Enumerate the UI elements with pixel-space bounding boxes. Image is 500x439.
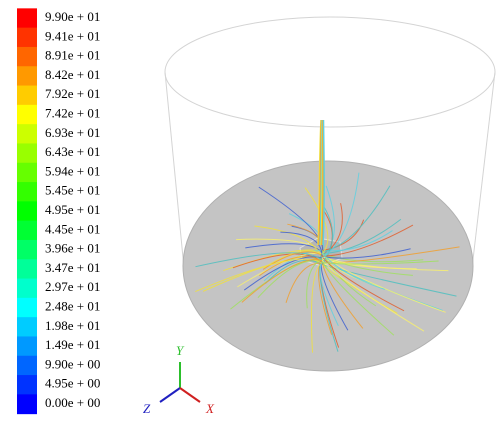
z-axis-label: Z <box>143 401 151 416</box>
legend-label: 3.96e + 01 <box>45 241 100 256</box>
streamline <box>304 187 329 255</box>
legend-swatch <box>17 394 37 415</box>
streamline <box>195 252 323 268</box>
streamline <box>241 259 323 303</box>
legend-label: 8.91e + 01 <box>45 48 100 63</box>
cylinder-top <box>164 16 496 128</box>
streamline <box>321 259 425 332</box>
legend-swatch <box>17 8 37 29</box>
legend-swatch <box>17 355 37 376</box>
cylinder <box>164 16 496 269</box>
streamline <box>263 250 323 269</box>
streamline <box>321 260 395 336</box>
legend-label: 6.43e + 01 <box>45 144 100 159</box>
legend-label: 8.42e + 01 <box>45 67 100 82</box>
streamline <box>321 260 439 265</box>
legend-swatch <box>17 278 37 299</box>
legend-swatch <box>17 182 37 202</box>
legend-label: 2.97e + 01 <box>45 279 100 294</box>
streamline <box>265 259 323 284</box>
legend-label: 5.45e + 01 <box>45 183 100 198</box>
legend-label: 4.95e + 01 <box>45 202 100 217</box>
legend-swatch <box>17 46 37 67</box>
legend-label: 9.41e + 01 <box>45 28 100 43</box>
legend-swatch <box>17 124 37 144</box>
streamline <box>321 263 398 314</box>
legend-swatch <box>17 27 37 48</box>
legend-label: 2.48e + 01 <box>45 298 100 313</box>
legend-swatch <box>17 259 37 280</box>
legend-label: 0.00e + 00 <box>45 395 100 410</box>
streamline <box>321 172 360 259</box>
streamline <box>321 219 365 252</box>
legend-swatch <box>17 201 37 222</box>
streamline <box>319 261 339 327</box>
legend-label: 3.47e + 01 <box>45 260 100 275</box>
legend-swatch <box>17 375 37 395</box>
legend-swatch <box>17 220 37 241</box>
streamline <box>321 224 414 257</box>
legend-swatch <box>17 143 37 164</box>
legend-swatch <box>17 66 37 87</box>
streamline <box>321 252 385 290</box>
legend-label: 5.94e + 01 <box>45 163 100 178</box>
streamline <box>285 262 323 303</box>
streamline <box>321 248 411 259</box>
streamline <box>258 186 324 254</box>
streamline <box>321 256 449 272</box>
legend-label: 9.90e + 00 <box>45 356 100 371</box>
x-axis-arrow <box>179 387 201 403</box>
streamlines <box>195 119 460 353</box>
legend-label: 4.95e + 00 <box>45 376 100 391</box>
plume-streamline <box>322 119 325 246</box>
z-axis-arrow <box>159 387 181 403</box>
streamline <box>195 258 323 293</box>
legend-label: 9.90e + 01 <box>45 9 100 24</box>
legend-label: 7.42e + 01 <box>45 105 100 120</box>
streamline <box>310 262 323 353</box>
legend-swatch <box>17 85 37 106</box>
legend-label: 7.92e + 01 <box>45 86 100 101</box>
streamline <box>280 231 323 257</box>
cylinder-side <box>471 71 496 269</box>
legend-swatch <box>17 317 37 337</box>
streamline <box>321 185 391 253</box>
cylinder-side <box>164 71 185 269</box>
legend-swatch <box>17 239 37 260</box>
streamline <box>306 258 323 309</box>
streamline <box>321 255 405 312</box>
legend-swatch <box>17 162 37 183</box>
color-legend: 9.90e + 01 9.41e + 01 8.91e + 01 8.42e + 01… <box>17 8 100 415</box>
streamline <box>321 254 413 276</box>
legend-swatch <box>17 104 37 125</box>
legend-label: 1.98e + 01 <box>45 318 100 333</box>
legend-label: 1.49e + 01 <box>45 337 100 352</box>
streamline <box>321 203 333 265</box>
x-axis-label: X <box>205 401 215 416</box>
streamline <box>245 243 323 253</box>
legend-swatch <box>17 297 37 318</box>
legend-label: 6.93e + 01 <box>45 125 100 140</box>
y-axis-label: Y <box>176 343 185 358</box>
streamline <box>321 185 335 259</box>
streamline <box>321 203 343 256</box>
axis-triad: Y Z X <box>143 343 215 416</box>
legend-label: 4.45e + 01 <box>45 221 100 236</box>
legend-swatch <box>17 336 37 357</box>
